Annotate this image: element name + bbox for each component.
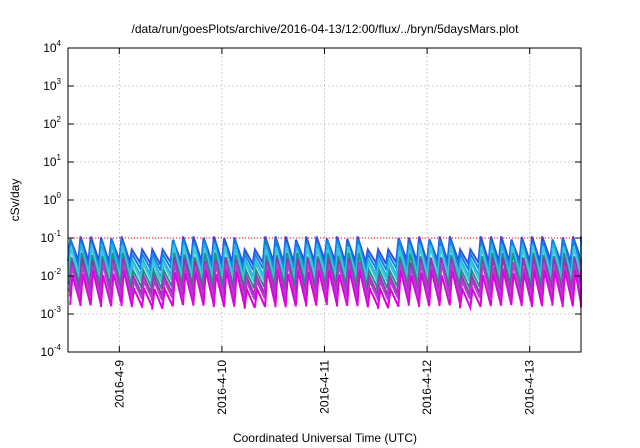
y-axis-label: cSv/day <box>8 179 22 222</box>
y-tick-label: 10-1 <box>41 229 62 245</box>
y-tick-label: 10-4 <box>41 343 62 359</box>
x-tick-label: 2016-4-9 <box>112 360 126 408</box>
x-axis-label: Coordinated Universal Time (UTC) <box>233 431 417 445</box>
x-tick-label: 2016-4-12 <box>420 360 434 415</box>
y-tick-label: 10-3 <box>41 305 62 321</box>
y-tick-label: 101 <box>43 153 61 169</box>
y-tick-label: 10-2 <box>41 267 62 283</box>
chart-title: /data/run/goesPlots/archive/2016-04-13/1… <box>132 22 520 36</box>
axes: 10-4 10-3 10-2 10-1 100 101 102 103 104 2016-4-9 2… <box>41 39 581 415</box>
y-tick-label: 104 <box>43 39 61 55</box>
y-tick-label: 102 <box>43 115 61 131</box>
x-tick-label: 2016-4-11 <box>318 360 332 414</box>
series-line <box>69 270 582 312</box>
x-tick-label: 2016-4-10 <box>215 360 229 415</box>
grid <box>68 48 581 352</box>
y-tick-label: 100 <box>43 191 61 207</box>
y-tick-label: 103 <box>43 77 61 93</box>
series-group <box>67 236 582 312</box>
x-tick-label: 2016-4-13 <box>523 360 537 415</box>
